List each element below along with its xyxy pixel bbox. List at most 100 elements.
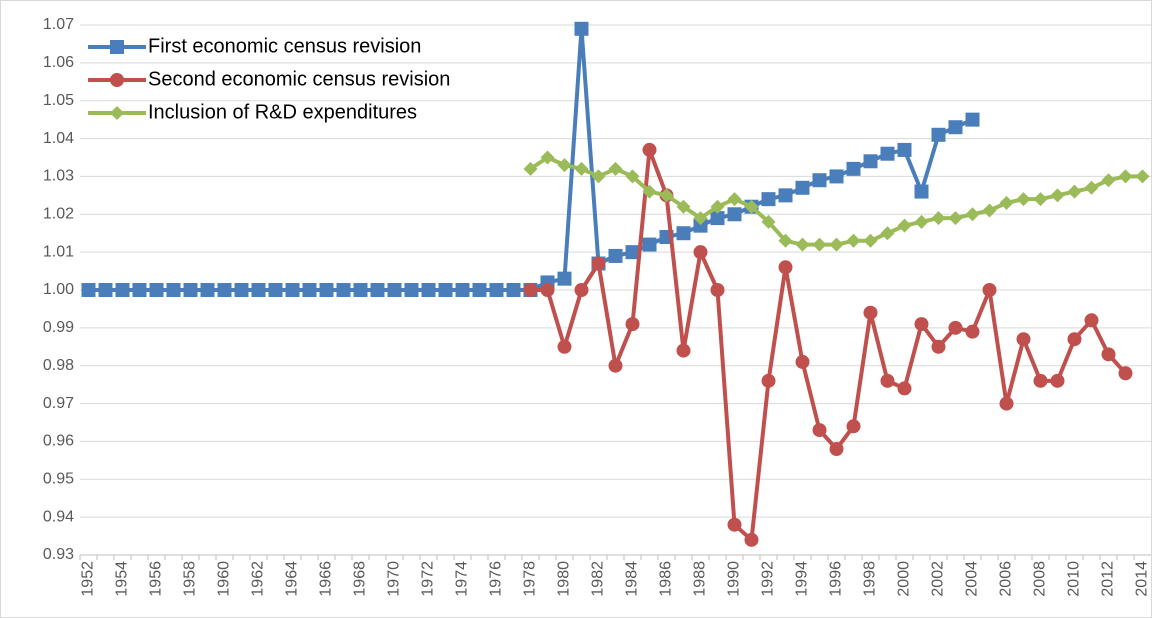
- marker: [557, 339, 572, 354]
- marker: [778, 233, 793, 248]
- marker: [948, 320, 963, 335]
- marker: [795, 180, 810, 195]
- marker: [965, 324, 980, 339]
- x-tick-label: 1972: [420, 561, 437, 597]
- marker: [1067, 184, 1082, 199]
- marker: [846, 161, 861, 176]
- marker: [829, 169, 844, 184]
- marker: [540, 283, 555, 297]
- x-tick-label: 1958: [182, 561, 199, 597]
- y-tick-label: 0.95: [43, 471, 74, 488]
- marker: [897, 381, 912, 396]
- x-tick-label: 1974: [454, 561, 471, 597]
- x-tick-label: 2000: [896, 561, 913, 597]
- marker: [812, 423, 827, 438]
- marker: [693, 211, 708, 226]
- x-tick-label: 1970: [386, 561, 403, 597]
- marker: [897, 142, 912, 157]
- marker: [387, 283, 402, 297]
- marker: [1118, 169, 1133, 184]
- marker: [1101, 347, 1116, 362]
- marker: [98, 283, 113, 297]
- marker: [302, 283, 317, 297]
- marker: [285, 283, 300, 297]
- x-tick-label: 1992: [760, 561, 777, 597]
- marker: [1033, 192, 1048, 207]
- marker: [914, 214, 929, 229]
- marker: [642, 237, 657, 252]
- legend-label: Inclusion of R&D expenditures: [148, 101, 417, 123]
- marker: [1084, 180, 1099, 195]
- marker: [353, 283, 368, 297]
- marker: [659, 188, 674, 203]
- marker: [319, 283, 334, 297]
- marker: [110, 106, 124, 120]
- marker: [1067, 332, 1082, 347]
- marker: [591, 256, 606, 271]
- marker: [608, 248, 623, 263]
- x-tick-label: 1960: [216, 561, 233, 597]
- marker: [217, 283, 232, 297]
- marker: [1135, 169, 1150, 184]
- marker: [999, 396, 1014, 411]
- marker: [744, 199, 759, 214]
- x-tick-label: 1990: [726, 561, 743, 597]
- marker: [404, 283, 419, 297]
- y-tick-label: 0.94: [43, 508, 74, 525]
- x-tick-label: 1982: [590, 561, 607, 597]
- marker: [965, 207, 980, 222]
- marker: [1050, 373, 1065, 388]
- marker: [693, 218, 708, 233]
- marker: [489, 283, 504, 297]
- marker: [1016, 192, 1031, 207]
- marker: [625, 169, 640, 184]
- legend-label: Second economic census revision: [148, 68, 450, 90]
- marker: [965, 112, 980, 127]
- marker: [370, 283, 385, 297]
- x-tick-label: 1988: [692, 561, 709, 597]
- marker: [999, 195, 1014, 210]
- marker: [778, 260, 793, 275]
- marker: [727, 517, 742, 532]
- marker: [268, 283, 283, 297]
- marker: [81, 283, 96, 297]
- marker: [183, 283, 198, 297]
- marker: [727, 192, 742, 207]
- marker: [1033, 373, 1048, 388]
- x-tick-label: 1994: [794, 561, 811, 597]
- marker: [846, 233, 861, 248]
- y-tick-label: 0.99: [43, 319, 74, 336]
- x-tick-label: 1978: [522, 561, 539, 597]
- x-tick-label: 2004: [964, 561, 981, 597]
- y-tick-label: 1.03: [43, 168, 74, 185]
- marker: [778, 188, 793, 203]
- x-tick-label: 2002: [930, 561, 947, 597]
- marker: [557, 158, 572, 173]
- marker: [540, 150, 555, 165]
- y-tick-label: 1.01: [43, 243, 74, 260]
- marker: [795, 237, 810, 252]
- x-tick-label: 1986: [658, 561, 675, 597]
- marker: [710, 283, 725, 297]
- y-tick-label: 1.06: [43, 54, 74, 71]
- x-tick-label: 1956: [148, 561, 165, 597]
- x-tick-label: 2006: [998, 561, 1015, 597]
- marker: [557, 271, 572, 286]
- marker: [110, 40, 124, 54]
- marker: [438, 283, 453, 297]
- marker: [676, 226, 691, 241]
- marker: [914, 317, 929, 332]
- marker: [948, 211, 963, 226]
- marker: [727, 207, 742, 222]
- marker: [608, 358, 623, 373]
- marker: [710, 211, 725, 226]
- marker: [846, 419, 861, 434]
- marker: [914, 184, 929, 199]
- x-tick-label: 1964: [284, 561, 301, 597]
- marker: [948, 120, 963, 135]
- x-tick-label: 1984: [624, 561, 641, 597]
- y-tick-label: 1.07: [43, 16, 74, 33]
- marker: [523, 161, 538, 176]
- legend-label: First economic census revision: [148, 35, 421, 57]
- x-tick-label: 1980: [556, 561, 573, 597]
